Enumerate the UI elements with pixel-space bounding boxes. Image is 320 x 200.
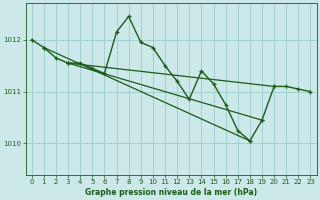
X-axis label: Graphe pression niveau de la mer (hPa): Graphe pression niveau de la mer (hPa) <box>85 188 257 197</box>
